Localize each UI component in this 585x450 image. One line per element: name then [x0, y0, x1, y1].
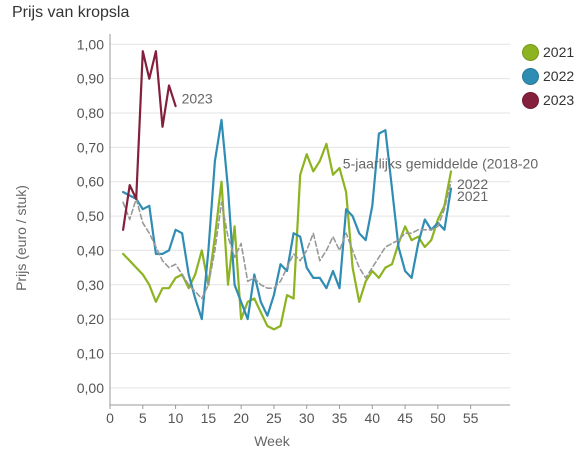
- y-tick-label: 0,20: [77, 311, 104, 327]
- chart-title: Prijs van kropsla: [12, 4, 130, 21]
- legend-item-2021[interactable]: 2021: [522, 40, 574, 64]
- x-tick-label: 25: [266, 410, 282, 426]
- legend-swatch-icon: [522, 43, 539, 61]
- y-tick-label: 0,30: [77, 277, 104, 293]
- y-tick-label: 0,50: [77, 208, 104, 224]
- series-end-label: 2023: [182, 90, 213, 106]
- x-tick-label: 45: [397, 410, 413, 426]
- series-line-3[interactable]: [122, 50, 177, 231]
- y-tick-label: 0,60: [77, 174, 104, 190]
- x-tick-label: 10: [168, 410, 184, 426]
- series-line-1[interactable]: [122, 118, 453, 321]
- grid: [110, 43, 510, 389]
- series-end-label: 5-jaarlijks gemiddelde (2018-20: [343, 156, 539, 172]
- x-tick-label: 40: [365, 410, 381, 426]
- series-line-2[interactable]: [122, 180, 452, 300]
- series-end-label: 2021: [457, 188, 488, 204]
- legend-label: 2022: [543, 68, 575, 84]
- legend: 2021 2022 2023: [522, 40, 574, 112]
- x-axis-label: Week: [254, 433, 291, 449]
- x-tick-label: 30: [299, 410, 315, 426]
- series-end-label: 2022: [457, 176, 488, 192]
- legend-label: 2021: [543, 44, 575, 60]
- y-tick-label: 0,80: [77, 105, 104, 121]
- legend-label: 2023: [543, 92, 575, 108]
- y-tick-label: 0,00: [77, 380, 104, 396]
- x-tick-label: 50: [430, 410, 446, 426]
- y-tick-label: 1,00: [77, 36, 104, 52]
- axes: 0,00 0,10 0,20 0,30 0,40 0,50 0,60 0,70 0,80 0,90…: [77, 34, 510, 426]
- y-axis-label: Prijs (euro / stuk): [13, 185, 29, 291]
- x-tick-label: 20: [233, 410, 249, 426]
- legend-swatch-icon: [522, 91, 539, 109]
- series-layer: [122, 50, 453, 331]
- legend-item-2023[interactable]: 2023: [522, 88, 574, 112]
- series-line-0[interactable]: [122, 142, 453, 331]
- y-tick-label: 0,70: [77, 139, 104, 155]
- legend-swatch-icon: [522, 67, 539, 85]
- y-tick-label: 0,40: [77, 242, 104, 258]
- y-tick-label: 0,90: [77, 71, 104, 87]
- x-tick-label: 55: [463, 410, 479, 426]
- x-tick-label: 5: [139, 410, 147, 426]
- y-tick-label: 0,10: [77, 345, 104, 361]
- legend-item-2022[interactable]: 2022: [522, 64, 574, 88]
- x-tick-label: 15: [201, 410, 217, 426]
- x-tick-label: 35: [332, 410, 348, 426]
- x-tick-label: 0: [106, 410, 114, 426]
